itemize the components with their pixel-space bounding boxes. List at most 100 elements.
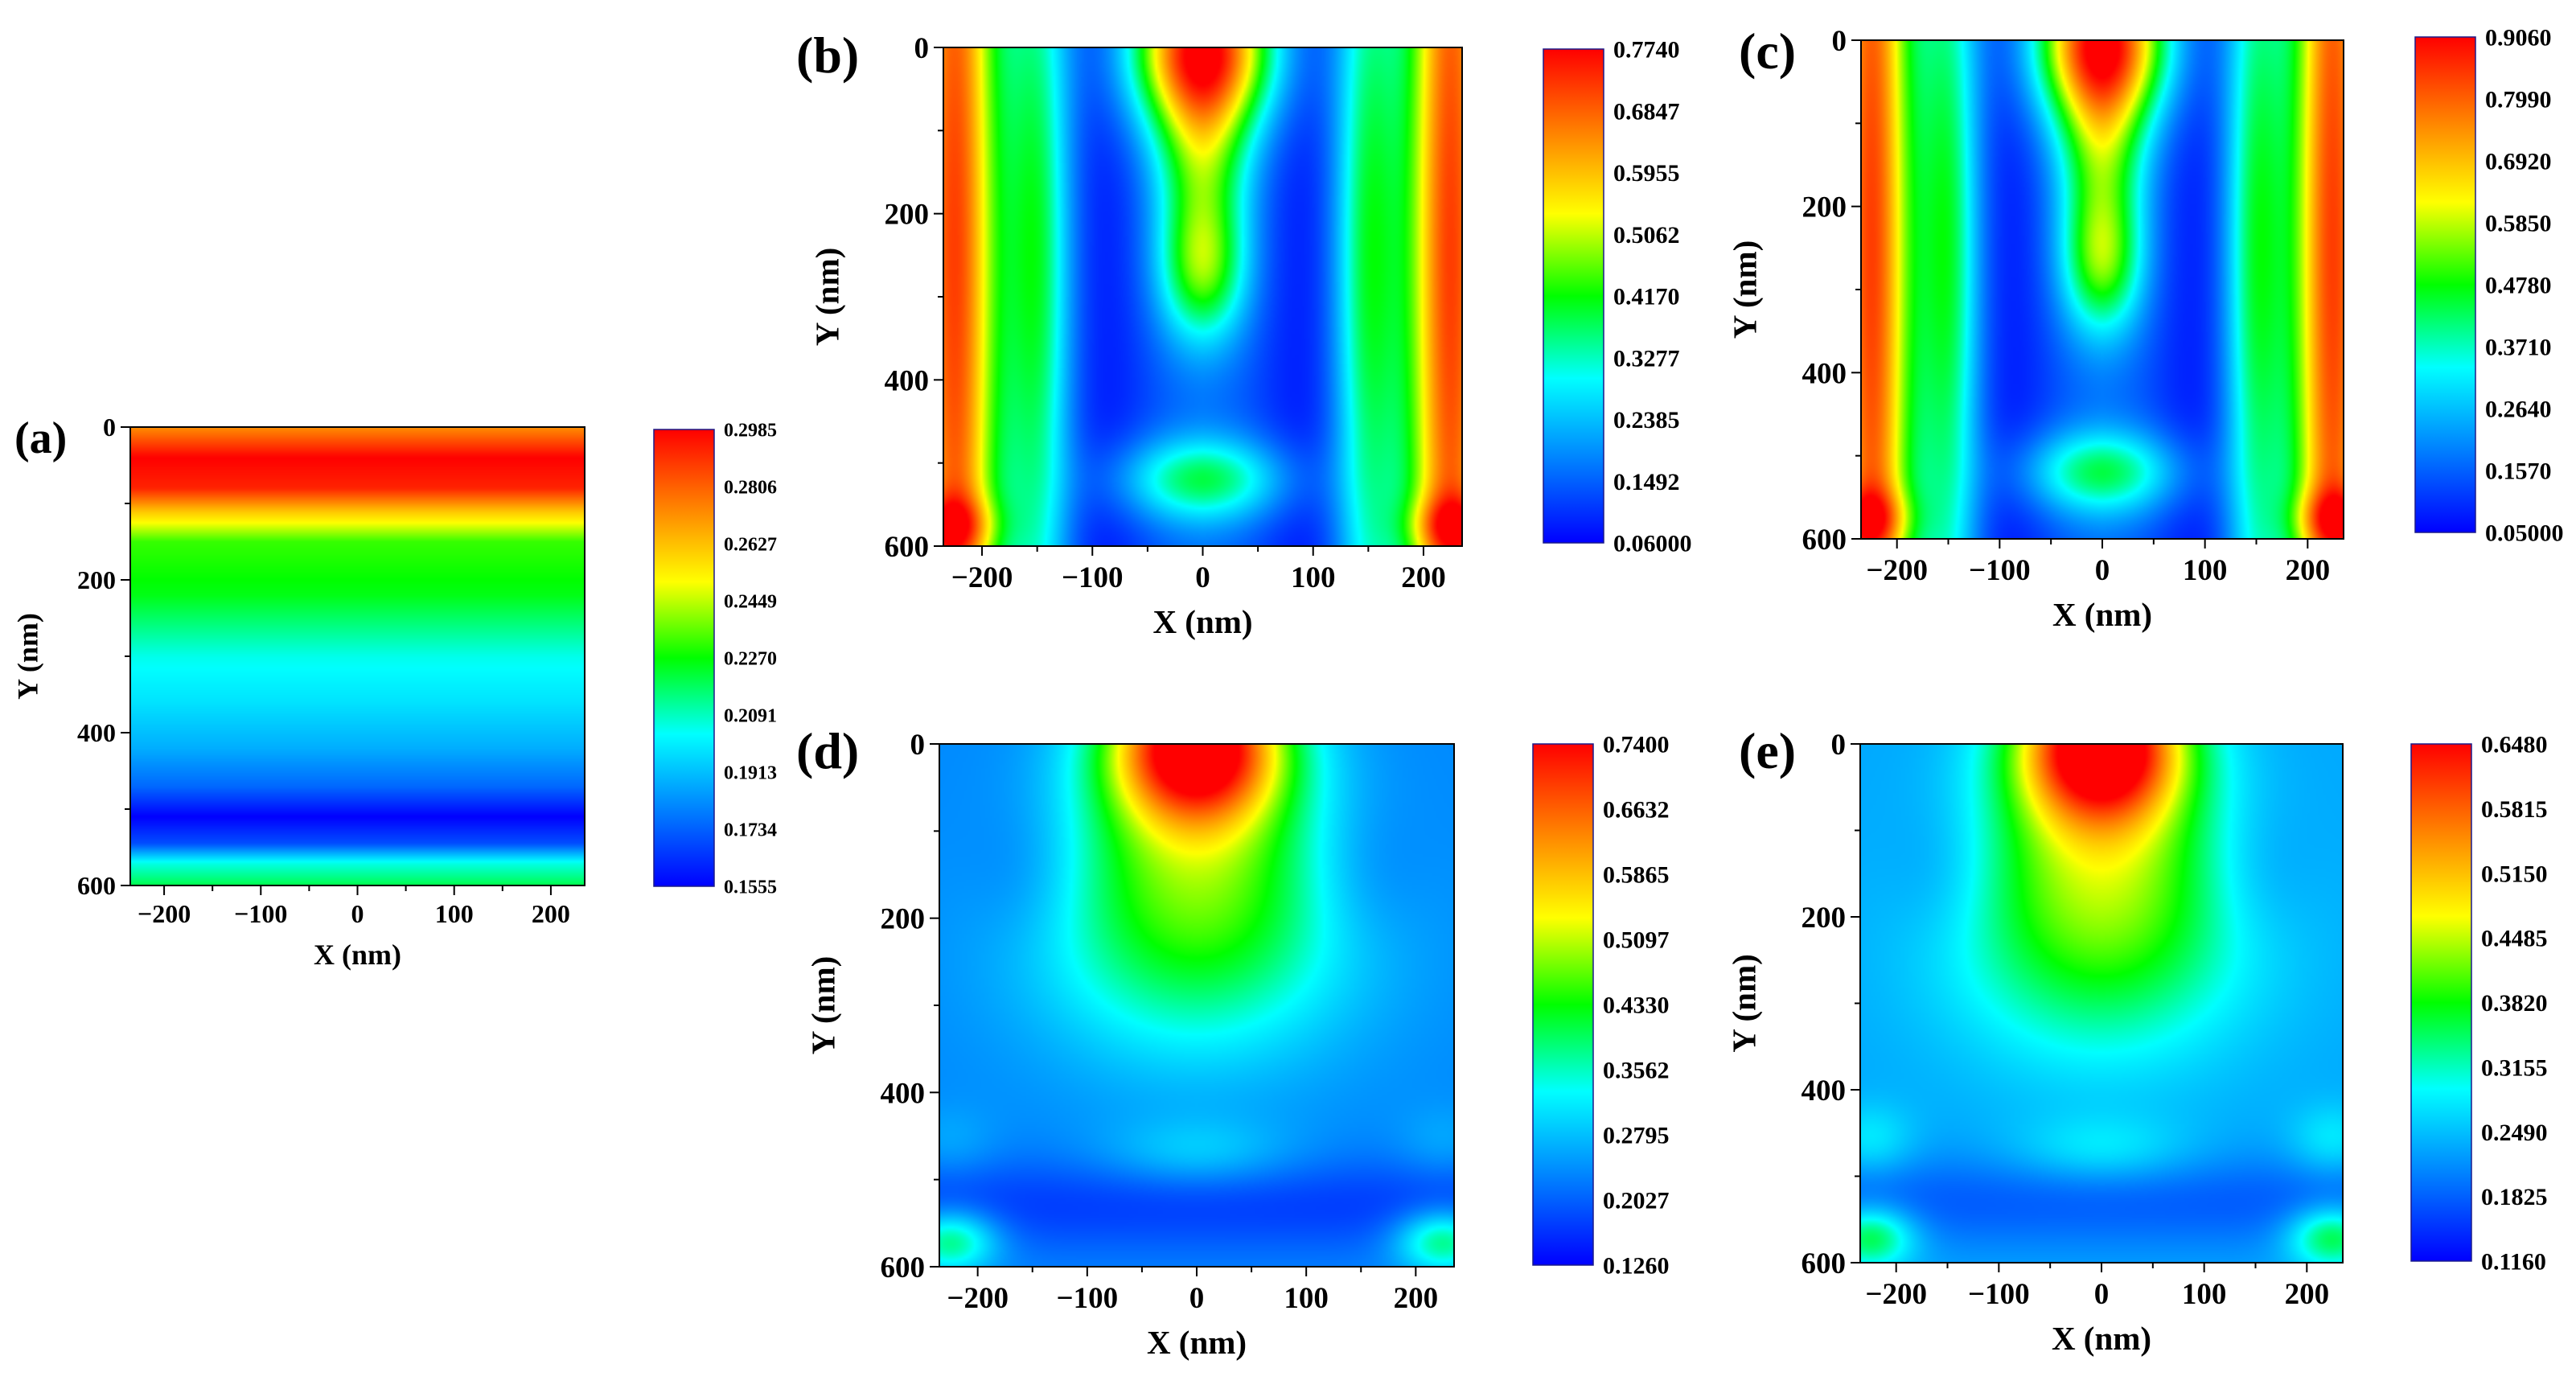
y-axis-title: Y (nm) — [11, 613, 43, 700]
colorbar-label: 0.5955 — [1613, 160, 1680, 187]
x-tick-label: −200 — [138, 899, 191, 928]
colorbar-label: 0.1160 — [2481, 1249, 2546, 1276]
colorbar-label: 0.2490 — [2481, 1120, 2548, 1146]
x-tick-label: −200 — [947, 1282, 1009, 1315]
x-tick-label: 0 — [1189, 1282, 1205, 1315]
panel-label-e: (e) — [1739, 722, 1796, 779]
y-tick-label: 200 — [885, 199, 930, 232]
colorbar-label: 0.05000 — [2485, 520, 2564, 547]
colorbar-label: 0.1570 — [2485, 458, 2552, 485]
x-tick-label: 0 — [1195, 561, 1210, 594]
colorbar-label: 0.7740 — [1613, 37, 1680, 64]
colorbar-label: 0.1825 — [2481, 1184, 2548, 1210]
colorbar-label: 0.3820 — [2481, 990, 2548, 1017]
colorbar-label: 0.6847 — [1613, 98, 1680, 125]
y-axis-title: Y (nm) — [1726, 240, 1763, 339]
y-tick-label: 200 — [1802, 902, 1847, 935]
panel-label-b: (b) — [796, 27, 859, 84]
x-tick-label: −200 — [1865, 1278, 1927, 1311]
colorbar-label: 0.2091 — [724, 705, 777, 726]
y-tick-label: 400 — [77, 718, 116, 747]
x-tick-label: 0 — [2094, 1278, 2110, 1311]
colorbar-label: 0.2270 — [724, 648, 777, 669]
x-tick-label: −100 — [1968, 1278, 2030, 1311]
x-axis-title: X (nm) — [314, 939, 401, 971]
colorbar-label: 0.6480 — [2481, 732, 2548, 758]
colorbar-label: 0.3710 — [2485, 335, 2552, 361]
x-tick-label: −100 — [1969, 554, 2031, 587]
y-tick-label: 200 — [881, 903, 926, 936]
x-tick-label: 100 — [2183, 554, 2228, 587]
colorbar-label: 0.2449 — [724, 591, 777, 612]
heatmap-c — [1861, 40, 2344, 539]
x-axis-title: X (nm) — [2052, 596, 2152, 633]
colorbar-label: 0.3155 — [2481, 1054, 2548, 1081]
panel-label-a: (a) — [14, 413, 67, 463]
y-tick-label: 200 — [77, 565, 116, 594]
colorbar-label: 0.5097 — [1603, 927, 1670, 954]
x-tick-label: 100 — [2182, 1278, 2227, 1311]
x-axis-title: X (nm) — [1147, 1324, 1247, 1361]
y-tick-label: 0 — [1832, 25, 1847, 58]
y-tick-label: 0 — [103, 413, 116, 442]
colorbar-label: 0.5150 — [2481, 861, 2548, 887]
y-tick-label: 400 — [881, 1077, 926, 1110]
x-tick-label: 200 — [2285, 1278, 2330, 1311]
colorbar-b — [1543, 48, 1604, 544]
colorbar-label: 0.7400 — [1603, 732, 1670, 758]
colorbar-a — [653, 429, 715, 887]
panel-d: (d) −200 −100 0 100 200 0 200 400 600 X (nm) Y (nm)… — [796, 722, 1670, 1361]
x-tick-label: 0 — [2095, 554, 2110, 587]
y-tick-label: 0 — [914, 32, 930, 65]
x-tick-label: 200 — [1401, 561, 1446, 594]
x-tick-label: −100 — [1062, 561, 1124, 594]
y-tick-label: 0 — [1831, 729, 1847, 762]
colorbar-label: 0.4330 — [1603, 992, 1670, 1019]
x-axis-title: X (nm) — [1152, 603, 1252, 640]
x-tick-label: 0 — [351, 899, 364, 928]
y-tick-label: 400 — [1802, 357, 1847, 390]
colorbar-label: 0.1734 — [724, 820, 777, 840]
y-tick-label: 0 — [910, 729, 926, 762]
colorbar-label: 0.5865 — [1603, 862, 1670, 889]
panel-a: (a) −200 −100 0 100 200 0 200 400 600 X (nm) Y (nm)… — [11, 413, 777, 971]
colorbar-label: 0.5062 — [1613, 222, 1680, 249]
x-tick-label: 200 — [2286, 554, 2331, 587]
colorbar-label: 0.1260 — [1603, 1253, 1670, 1280]
panels-group: (a) −200 −100 0 100 200 0 200 400 600 X (nm) Y (nm)… — [11, 23, 2563, 1361]
panel-label-d: (d) — [796, 722, 859, 779]
y-axis-title: Y (nm) — [1725, 954, 1762, 1053]
colorbar-label: 0.06000 — [1613, 531, 1692, 557]
x-tick-label: 200 — [532, 899, 570, 928]
colorbar-label: 0.5815 — [2481, 796, 2548, 823]
y-tick-label: 600 — [881, 1251, 926, 1284]
x-tick-label: −200 — [1866, 554, 1928, 587]
y-tick-label: 600 — [885, 531, 930, 564]
colorbar-e — [2410, 743, 2472, 1262]
y-tick-label: 400 — [885, 364, 930, 397]
colorbar-d — [1532, 743, 1594, 1266]
colorbar-label: 0.6632 — [1603, 797, 1670, 824]
y-tick-label: 600 — [77, 871, 116, 900]
colorbar-label: 0.9060 — [2485, 25, 2552, 51]
x-tick-label: −100 — [1057, 1282, 1119, 1315]
y-tick-label: 600 — [1802, 1247, 1847, 1280]
colorbar-label: 0.5850 — [2485, 211, 2552, 237]
y-tick-label: 600 — [1802, 524, 1847, 557]
colorbar-label: 0.2640 — [2485, 397, 2552, 423]
heatmap-e — [1860, 744, 2343, 1263]
colorbar-label: 0.1913 — [724, 762, 777, 783]
y-axis-title: Y (nm) — [804, 956, 841, 1055]
colorbar-label: 0.6920 — [2485, 149, 2552, 175]
x-tick-label: 100 — [1291, 561, 1336, 594]
colorbar-label: 0.2627 — [724, 534, 777, 555]
x-tick-label: 200 — [1394, 1282, 1439, 1315]
x-tick-label: 100 — [435, 899, 474, 928]
colorbar-c — [2414, 36, 2476, 533]
x-tick-label: −200 — [951, 561, 1013, 594]
colorbar-label: 0.2027 — [1603, 1188, 1670, 1214]
heatmap-d — [939, 744, 1454, 1267]
x-tick-label: −100 — [234, 899, 287, 928]
colorbar-label: 0.3277 — [1613, 345, 1680, 372]
